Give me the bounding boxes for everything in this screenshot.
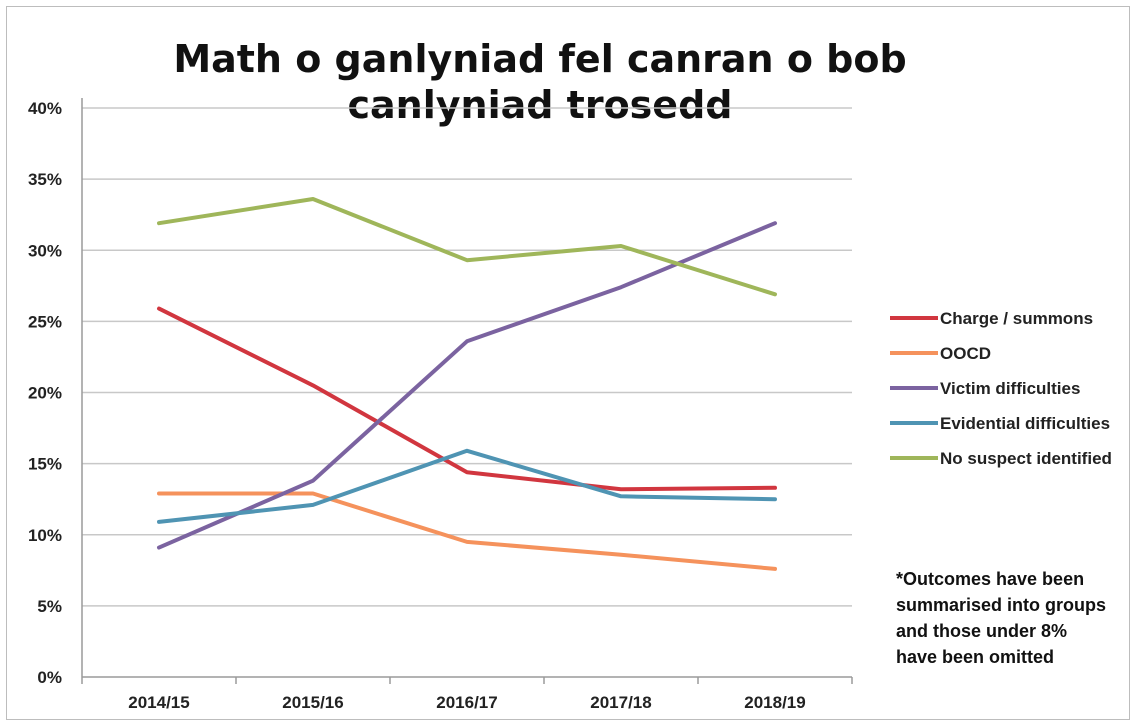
x-tick-label: 2017/18 [590, 693, 651, 712]
chart-title-line-2: canlyniad trosedd [348, 83, 733, 127]
x-tick-label: 2016/17 [436, 693, 497, 712]
x-axis: 2014/15 2015/16 2016/17 2017/18 2018/19 [81, 676, 853, 712]
footnote-line: *Outcomes have been [896, 569, 1084, 589]
y-tick-label: 35% [28, 170, 62, 189]
legend-label: Victim difficulties [940, 379, 1080, 398]
series-line-5 [157, 197, 777, 297]
x-tick-label: 2014/15 [128, 693, 189, 712]
series-line-2 [157, 491, 777, 571]
y-tick-label: 10% [28, 526, 62, 545]
legend-label: Charge / summons [940, 309, 1093, 328]
y-tick-label: 20% [28, 384, 62, 403]
legend: Charge / summons OOCD Victim difficulties E… [890, 309, 1112, 468]
chart-title: Math o ganlyniad fel canran o bob canlyn… [173, 37, 906, 127]
series-line-1 [157, 306, 777, 492]
chart-frame [6, 6, 1130, 720]
legend-label: Evidential difficulties [940, 414, 1110, 433]
legend-label: No suspect identified [940, 449, 1112, 468]
footnote: *Outcomes have been summarised into group… [896, 569, 1106, 667]
series-lines [157, 197, 777, 571]
footnote-line: have been omitted [896, 647, 1054, 667]
y-tick-label: 40% [28, 99, 62, 118]
series-line-3 [157, 221, 777, 550]
footnote-line: and those under 8% [896, 621, 1067, 641]
y-tick-label: 0% [37, 668, 62, 687]
gridlines [82, 107, 852, 607]
y-axis: 0% 5% 10% 15% 20% 25% 30% 35% 40% [28, 98, 83, 687]
footnote-line: summarised into groups [896, 595, 1106, 615]
y-tick-label: 30% [28, 241, 62, 260]
x-tick-label: 2015/16 [282, 693, 343, 712]
x-tick-label: 2018/19 [744, 693, 805, 712]
y-tick-label: 15% [28, 455, 62, 474]
chart-title-line-1: Math o ganlyniad fel canran o bob [173, 37, 906, 81]
y-tick-label: 5% [37, 597, 62, 616]
legend-label: OOCD [940, 344, 991, 363]
series-line-4 [157, 448, 777, 524]
y-tick-label: 25% [28, 312, 62, 331]
